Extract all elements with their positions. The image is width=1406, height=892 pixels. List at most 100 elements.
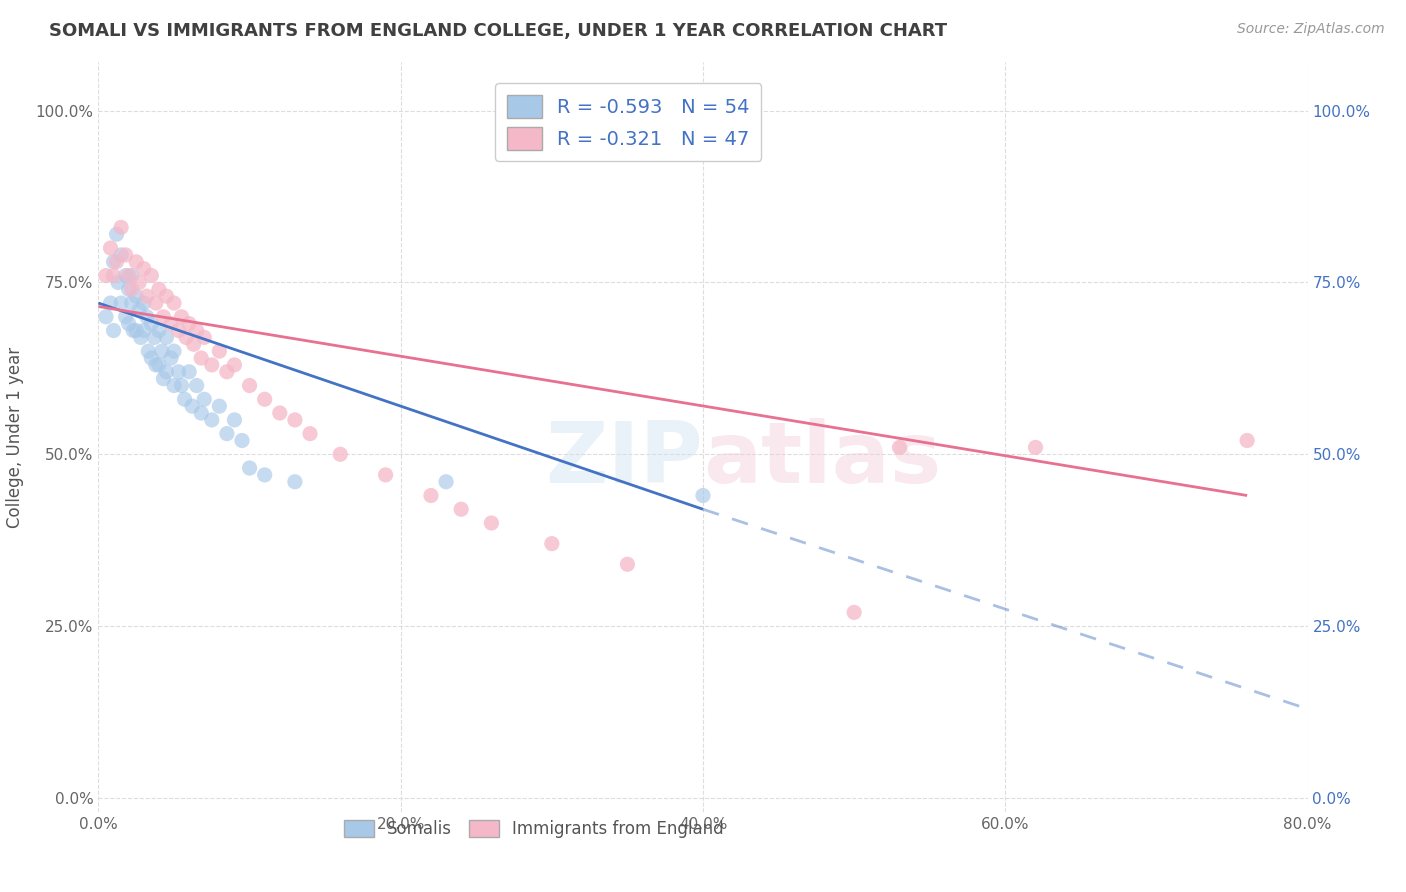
- Point: [163, 344, 186, 359]
- Point: [481, 516, 503, 530]
- Point: [174, 330, 197, 344]
- Point: [1024, 441, 1046, 455]
- Point: [450, 502, 472, 516]
- Point: [136, 344, 159, 359]
- Point: [150, 344, 173, 359]
- Point: [145, 296, 167, 310]
- Point: [160, 317, 183, 331]
- Point: [208, 344, 231, 359]
- Point: [145, 358, 167, 372]
- Point: [148, 358, 170, 372]
- Point: [135, 289, 157, 303]
- Point: [155, 289, 177, 303]
- Point: [128, 276, 150, 290]
- Point: [181, 399, 204, 413]
- Point: [105, 227, 128, 242]
- Point: [132, 261, 155, 276]
- Point: [170, 378, 193, 392]
- Point: [152, 371, 174, 385]
- Point: [125, 289, 148, 303]
- Point: [269, 406, 291, 420]
- Point: [132, 296, 155, 310]
- Point: [114, 268, 136, 283]
- Point: [155, 365, 177, 379]
- Point: [160, 351, 183, 365]
- Point: [208, 399, 231, 413]
- Point: [118, 317, 141, 331]
- Point: [155, 330, 177, 344]
- Point: [239, 378, 262, 392]
- Point: [193, 330, 215, 344]
- Point: [152, 310, 174, 324]
- Y-axis label: College, Under 1 year: College, Under 1 year: [7, 346, 24, 528]
- Text: atlas: atlas: [703, 418, 941, 501]
- Point: [141, 351, 163, 365]
- Point: [201, 358, 224, 372]
- Point: [103, 254, 125, 268]
- Text: SOMALI VS IMMIGRANTS FROM ENGLAND COLLEGE, UNDER 1 YEAR CORRELATION CHART: SOMALI VS IMMIGRANTS FROM ENGLAND COLLEG…: [49, 22, 948, 40]
- Point: [692, 489, 714, 503]
- Point: [186, 378, 208, 392]
- Point: [118, 268, 141, 283]
- Point: [100, 241, 122, 255]
- Point: [167, 324, 190, 338]
- Point: [121, 296, 143, 310]
- Point: [201, 413, 224, 427]
- Point: [179, 365, 201, 379]
- Point: [253, 392, 276, 407]
- Point: [129, 330, 152, 344]
- Point: [114, 310, 136, 324]
- Point: [107, 276, 129, 290]
- Point: [132, 324, 155, 338]
- Point: [284, 475, 307, 489]
- Point: [253, 467, 276, 482]
- Text: Source: ZipAtlas.com: Source: ZipAtlas.com: [1237, 22, 1385, 37]
- Point: [329, 447, 352, 461]
- Point: [190, 406, 212, 420]
- Point: [434, 475, 457, 489]
- Point: [141, 317, 163, 331]
- Point: [167, 365, 190, 379]
- Point: [299, 426, 322, 441]
- Point: [844, 606, 866, 620]
- Point: [193, 392, 215, 407]
- Legend: Somalis, Immigrants from England: Somalis, Immigrants from England: [337, 814, 730, 845]
- Point: [170, 310, 193, 324]
- Point: [148, 282, 170, 296]
- Point: [420, 489, 443, 503]
- Point: [224, 413, 246, 427]
- Point: [186, 324, 208, 338]
- Point: [163, 296, 186, 310]
- Point: [94, 268, 117, 283]
- Point: [121, 282, 143, 296]
- Point: [135, 310, 157, 324]
- Point: [190, 351, 212, 365]
- Point: [284, 413, 307, 427]
- Point: [103, 268, 125, 283]
- Point: [128, 302, 150, 317]
- Point: [121, 268, 143, 283]
- Point: [125, 324, 148, 338]
- Point: [231, 434, 253, 448]
- Point: [110, 220, 132, 235]
- Point: [889, 441, 911, 455]
- Point: [148, 324, 170, 338]
- Point: [1236, 434, 1258, 448]
- Point: [110, 248, 132, 262]
- Point: [173, 392, 195, 407]
- Point: [163, 378, 186, 392]
- Point: [616, 558, 638, 572]
- Point: [239, 461, 262, 475]
- Point: [179, 317, 201, 331]
- Point: [141, 268, 163, 283]
- Point: [100, 296, 122, 310]
- Point: [114, 248, 136, 262]
- Point: [143, 330, 166, 344]
- Text: ZIP: ZIP: [546, 418, 703, 501]
- Point: [224, 358, 246, 372]
- Point: [183, 337, 205, 351]
- Point: [103, 324, 125, 338]
- Point: [118, 282, 141, 296]
- Point: [125, 254, 148, 268]
- Point: [215, 365, 238, 379]
